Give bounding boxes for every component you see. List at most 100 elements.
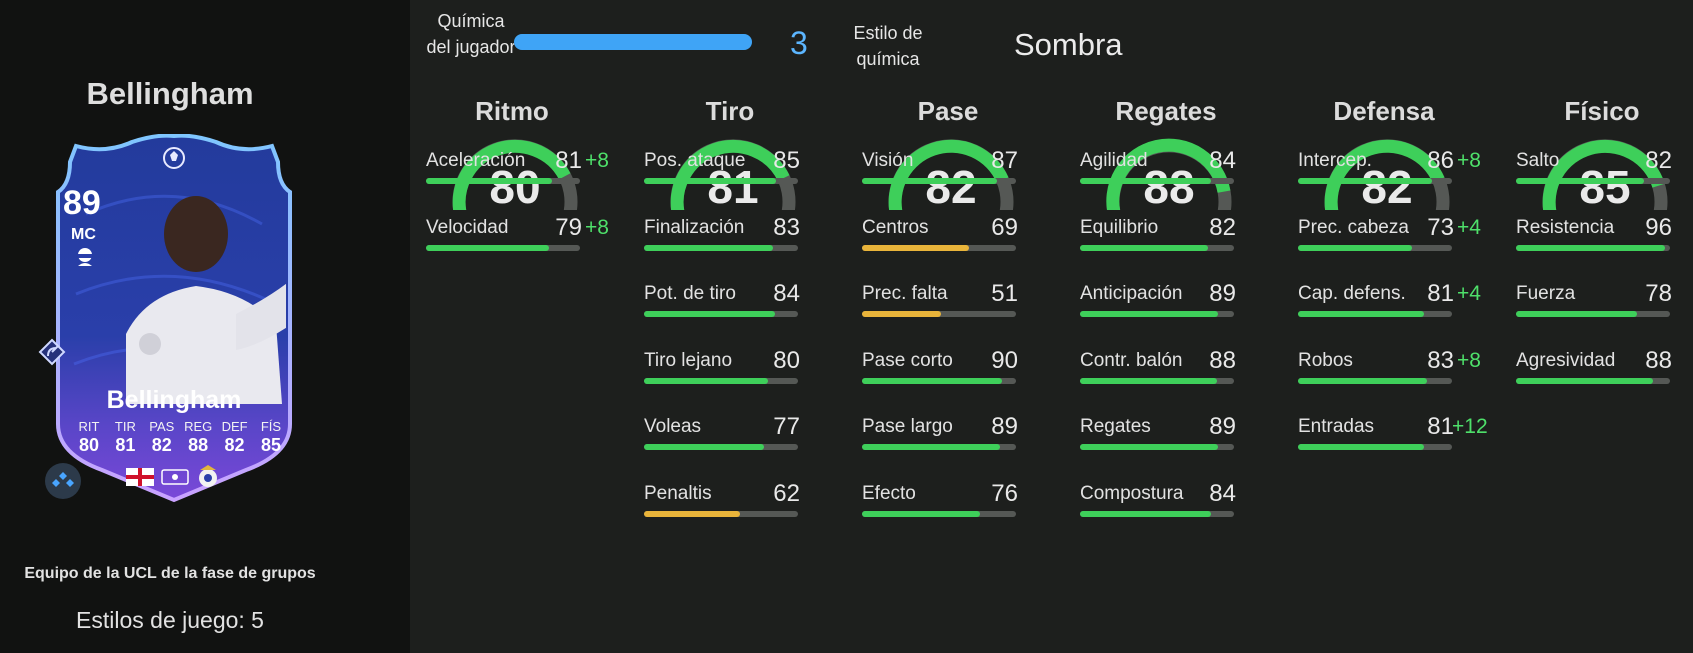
card-stat-labels: RIT TIR PAS REG DEF FÍS [74,419,286,434]
attribute-name: Entradas [1298,416,1375,437]
playstyle-plus-icon[interactable] [44,462,82,500]
card-type-label: Equipo de la UCL de la fase de grupos [24,565,316,582]
attribute-name: Velocidad [426,216,509,238]
attribute-row[interactable]: Compostura 84 [1080,479,1242,523]
ucl-ball-icon [163,147,185,169]
attribute-row[interactable]: Contr. balón 88 [1080,347,1242,390]
attribute-row[interactable]: Anticipación 89 [1080,280,1242,323]
attribute-row[interactable]: Agilidad 84 [1080,147,1242,190]
attribute-bar-fill [1516,377,1653,384]
attribute-bar [1298,311,1452,317]
attribute-name: Prec. cabeza [1298,216,1409,238]
attribute-bar [426,244,580,251]
attribute-bar-fill [1298,178,1432,184]
attribute-value: 96 [1645,213,1672,241]
attribute-row[interactable]: Pase corto 90 [862,347,1024,390]
attribute-row[interactable]: Finalización 83 [644,214,806,257]
attribute-row[interactable]: Penaltis 62 [644,480,806,523]
attribute-row[interactable]: Intercep. 86 +8 [1298,147,1481,190]
chem-style-value[interactable]: Sombra [1014,27,1123,62]
chemistry-value: 3 [790,25,808,61]
attribute-boost: +8 [1457,149,1481,172]
card-stat-value: 80 [78,435,100,455]
attribute-value: 69 [991,213,1018,241]
attribute-row[interactable]: Regates 89 [1080,413,1242,456]
card-stat-value: 82 [224,435,245,455]
attribute-bar-fill [644,178,776,184]
attribute-bar [644,510,798,517]
attribute-row[interactable]: Pot. de tiro 84 [644,280,806,323]
attribute-row[interactable]: Pase largo 89 [862,413,1024,456]
attribute-name: Voleas [644,416,702,437]
attribute-name: Finalización [644,216,745,238]
attribute-value: 80 [773,346,800,374]
category-gauge [670,139,796,210]
gauge-fill [888,139,1009,210]
attribute-value: 76 [991,479,1018,507]
attribute-name: Agilidad [1080,150,1148,171]
attribute-row[interactable]: Fuerza 78 [1516,280,1678,323]
attribute-row[interactable]: Entradas 81 +12 [1298,413,1488,456]
attribute-bar [1080,244,1234,251]
attribute-row[interactable]: Visión 87 [862,147,1024,190]
attribute-row[interactable]: Agresividad 88 [1516,347,1678,390]
attribute-row[interactable]: Efecto 76 [862,479,1024,523]
chem-style-label: Estilo de química [853,23,923,69]
attribute-name: Robos [1298,349,1353,371]
attribute-name: Tiro lejano [644,349,733,371]
attribute-bar [644,311,798,317]
chemistry-link-icon [38,338,66,366]
attribute-row[interactable]: Tiro lejano 80 [644,346,806,390]
attribute-bar [1298,178,1452,184]
attribute-value: 83 [1427,346,1454,374]
attribute-row[interactable]: Resistencia 96 [1516,213,1678,257]
attribute-row[interactable]: Voleas 77 [644,413,806,456]
attribute-boost: +12 [1452,415,1488,438]
attribute-row[interactable]: Prec. falta 51 [862,280,1024,323]
attribute-name: Cap. defens. [1298,283,1406,304]
attribute-row[interactable]: Equilibrio 82 [1080,214,1242,257]
card-stat-label: PAS [149,419,175,434]
attribute-bar-fill [862,311,941,317]
attribute-row[interactable]: Prec. cabeza 73 +4 [1298,214,1481,257]
attribute-row[interactable]: Salto 82 [1516,147,1678,190]
card-stat-value: 82 [151,435,172,455]
card-stat-label: FÍS [260,419,282,434]
category-físico: Físico 85 Salto 82 Resistencia 96 Fuerza 78 Agre… [1516,92,1672,652]
chemistry-label: Química del jugador [426,11,516,57]
attribute-bar-fill [644,311,775,317]
attribute-bar [644,444,798,450]
player-card[interactable]: 89 MC Bellingham RIT TIR PAS REG DEF FÍS… [46,134,302,506]
attribute-name: Pos. ataque [644,150,746,171]
attribute-bar-fill [1080,178,1211,184]
category-gauge [888,139,1014,210]
attribute-row[interactable]: Robos 83 +8 [1298,346,1481,390]
attribute-bar [862,444,1016,450]
attribute-bar [1298,444,1452,450]
attribute-bar [1516,377,1670,384]
attribute-value: 77 [773,413,800,440]
attribute-bar-fill [862,244,969,251]
attribute-row[interactable]: Velocidad 79 +8 [426,214,609,257]
card-rating: 89 [63,184,101,222]
category-rating: 88 [1143,161,1195,213]
attribute-bar-fill [644,510,740,517]
attribute-value: 84 [1209,479,1236,507]
attribute-row[interactable]: Pos. ataque 85 [644,147,806,190]
attribute-bar-fill [1298,244,1412,251]
attribute-bar-fill [1516,311,1637,317]
attribute-bar [1298,377,1452,384]
attribute-row[interactable]: Aceleración 81 +8 [426,147,609,190]
attribute-row[interactable]: Cap. defens. 81 +4 [1298,280,1481,323]
attribute-bar [1080,510,1234,517]
attribute-bar [862,311,1016,317]
attribute-row[interactable]: Centros 69 [862,213,1024,257]
attribute-name: Compostura [1080,482,1184,504]
laliga-logo-icon [161,469,189,485]
attribute-bar-fill [862,510,980,517]
category-rating: 82 [1361,161,1413,213]
attribute-boost: +8 [585,149,609,172]
category-title: Físico [1564,96,1640,126]
attribute-value: 89 [1209,413,1236,440]
attribute-boost: +8 [1457,348,1481,372]
